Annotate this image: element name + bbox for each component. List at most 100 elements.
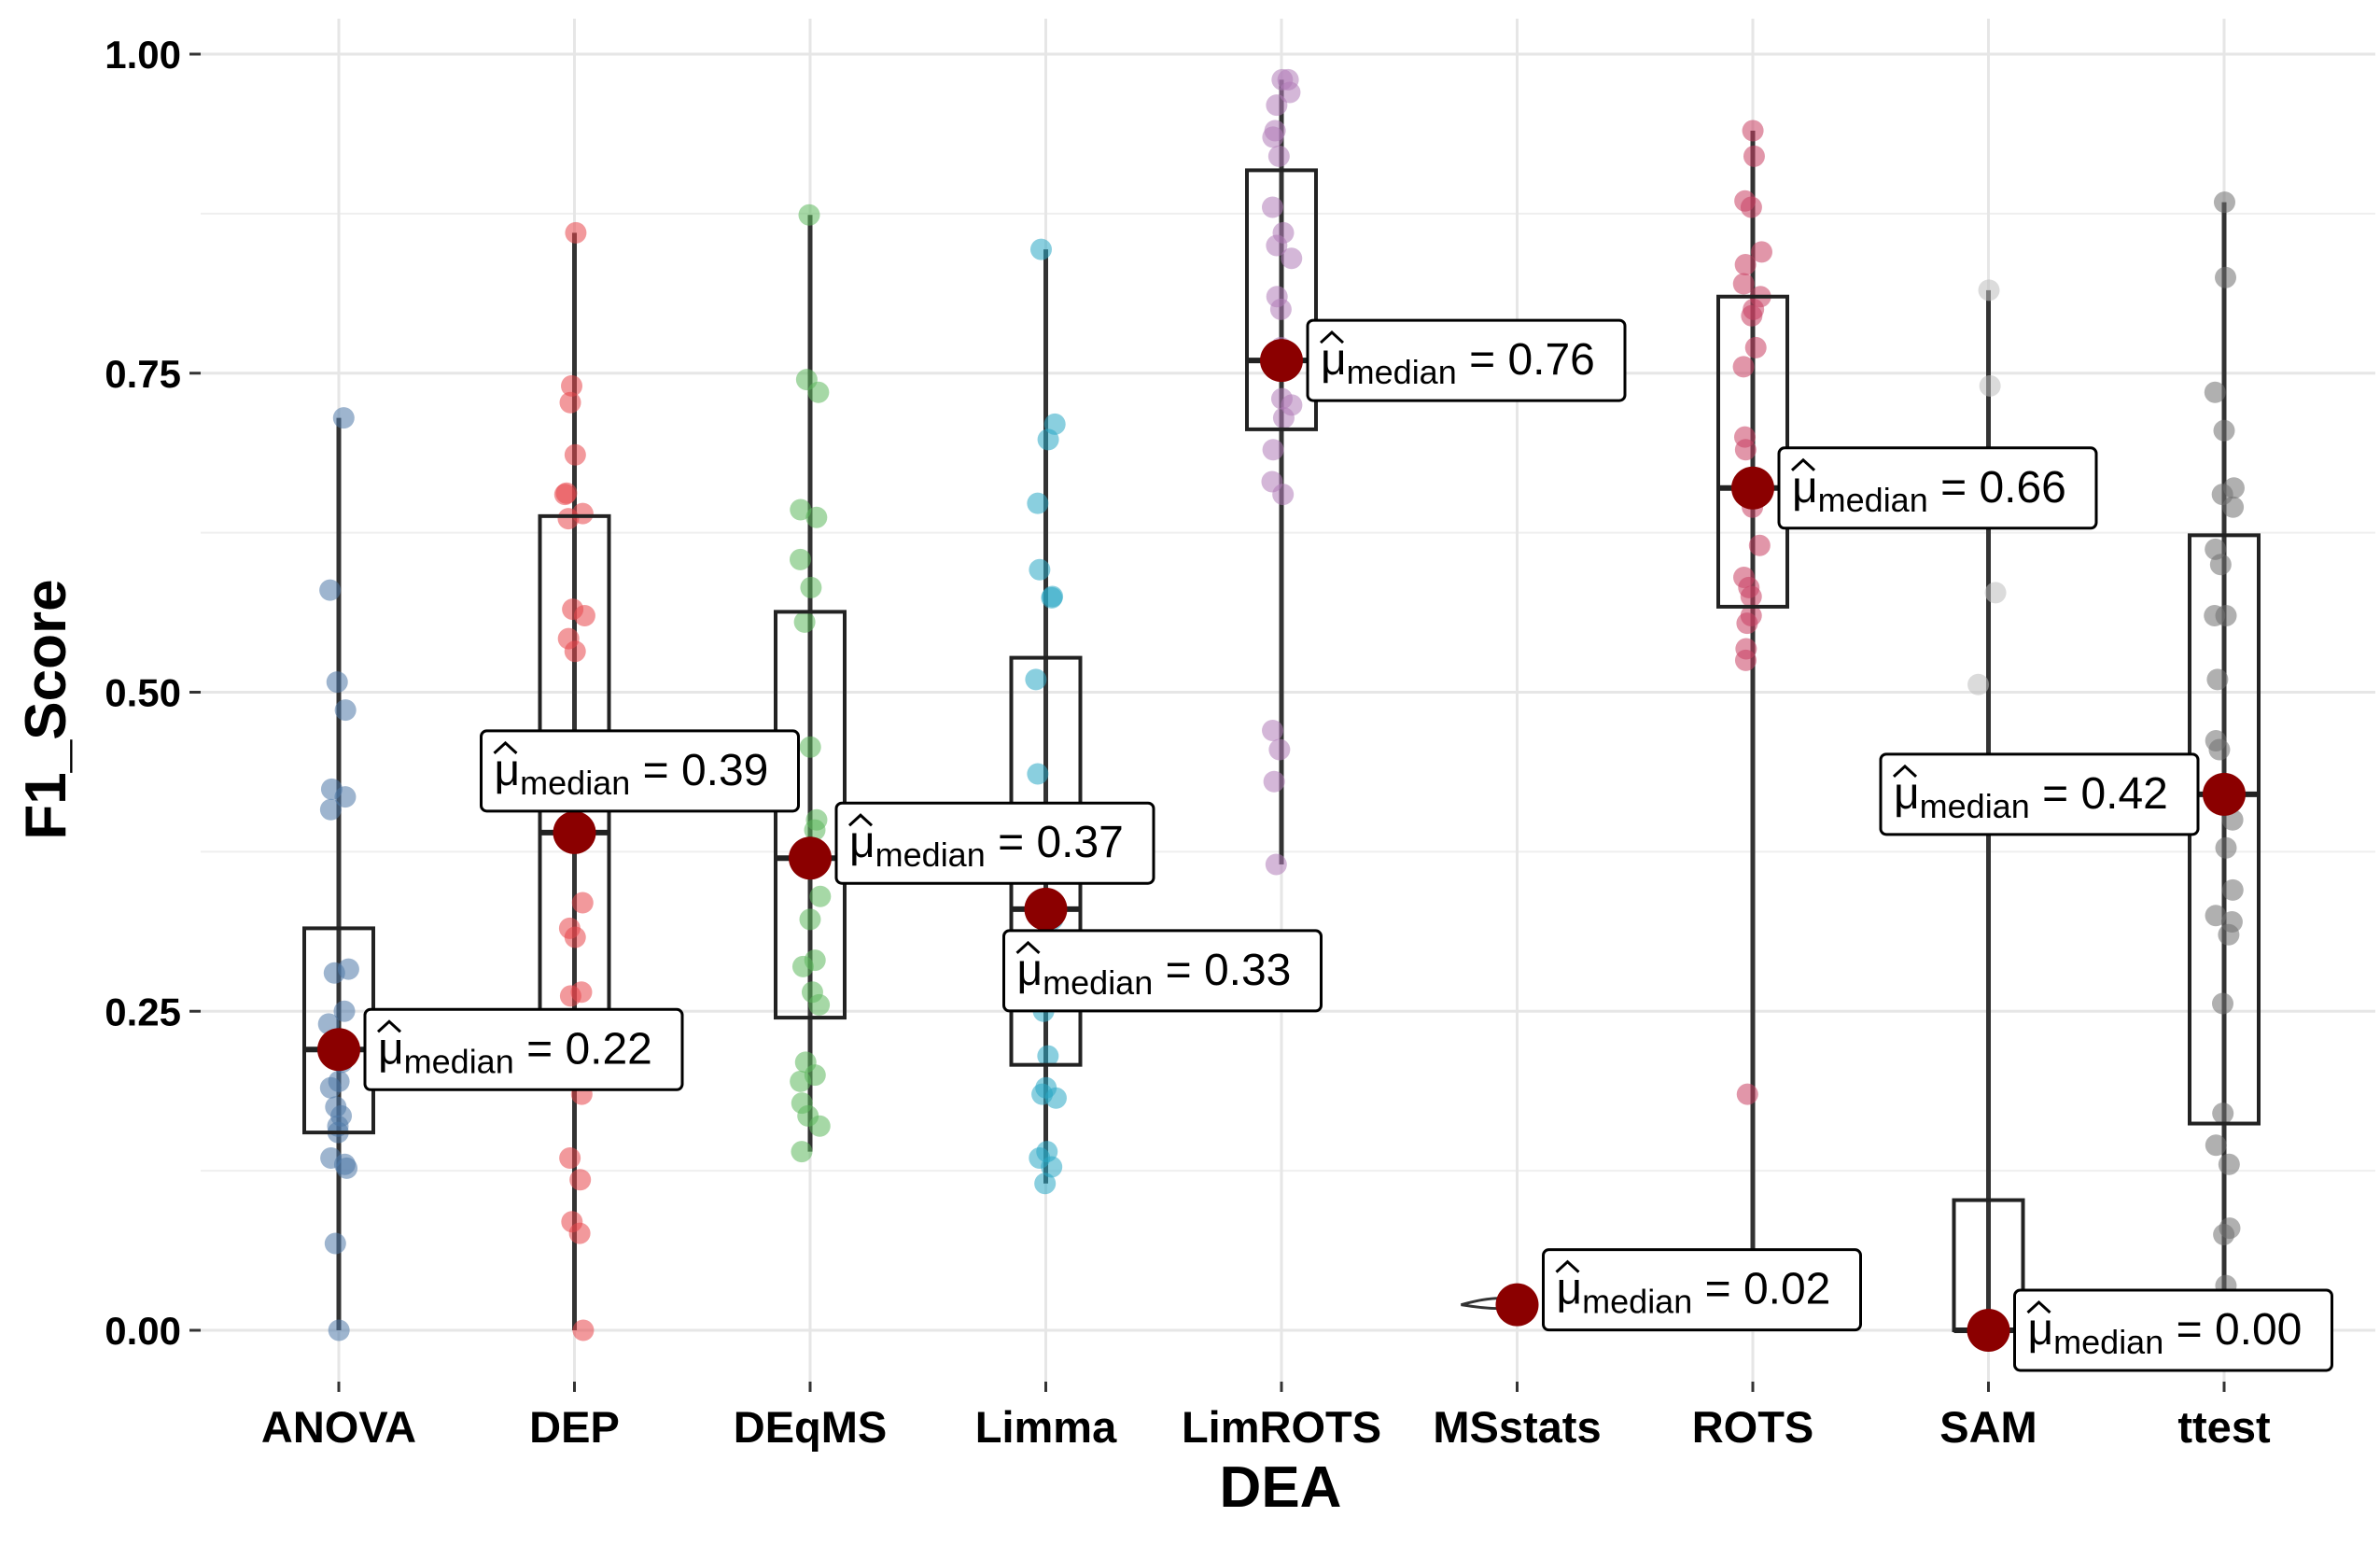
median-label-box — [2013, 1288, 2333, 1372]
y-tick-label: 0.00 — [105, 1309, 181, 1353]
data-point — [326, 671, 348, 694]
median-label: μmedian = 0.76 — [1306, 318, 1627, 402]
y-axis-title: F1_Score — [14, 579, 78, 839]
x-axis-title: DEA — [1220, 1455, 1342, 1520]
data-point — [328, 1319, 350, 1341]
data-point — [809, 885, 832, 907]
data-point — [1037, 1045, 1059, 1067]
data-point — [573, 604, 595, 626]
x-tick-label: ROTS — [1692, 1402, 1814, 1452]
hat-mark — [1892, 764, 1918, 778]
data-point — [334, 699, 357, 722]
data-point — [1044, 1087, 1067, 1109]
x-tick-label: ANOVA — [261, 1402, 416, 1452]
data-point — [807, 381, 830, 403]
data-point — [1967, 673, 1990, 695]
data-point — [1261, 196, 1283, 218]
data-point — [2215, 604, 2237, 626]
data-point — [790, 499, 812, 521]
median-label-box — [834, 801, 1155, 885]
median-point — [2203, 772, 2246, 816]
median-layer — [317, 339, 2246, 1352]
data-point — [319, 1076, 342, 1099]
data-point — [1281, 247, 1303, 270]
data-point — [319, 798, 342, 821]
data-point — [1034, 1173, 1057, 1195]
hat-mark — [1015, 940, 1041, 954]
data-point — [1741, 304, 1763, 327]
median-label: μmedian = 0.22 — [363, 1007, 684, 1091]
data-point — [2211, 992, 2233, 1015]
median-label: μmedian = 0.42 — [1879, 752, 2200, 836]
hat-mark — [376, 1019, 402, 1033]
data-point — [799, 736, 821, 758]
data-point — [2208, 738, 2231, 761]
median-label: μmedian = 0.37 — [834, 801, 1155, 885]
data-point — [2218, 923, 2240, 946]
y-tick-label: 0.50 — [105, 671, 181, 715]
y-tick-label: 0.25 — [105, 990, 181, 1033]
data-point — [1740, 585, 1762, 608]
median-label-text: μmedian = 0.42 — [1894, 769, 2168, 825]
data-point — [1041, 1156, 1063, 1178]
data-point — [1041, 586, 1063, 609]
data-point — [1262, 439, 1284, 461]
data-point — [1027, 763, 1049, 785]
data-point — [2204, 381, 2226, 403]
data-point — [793, 611, 816, 633]
data-point — [324, 1232, 346, 1255]
data-point — [1744, 336, 1767, 358]
median-point — [1024, 887, 1068, 931]
data-point — [2213, 1223, 2235, 1245]
data-point — [1742, 119, 1764, 142]
data-point — [1029, 558, 1051, 581]
data-point — [2212, 1103, 2234, 1125]
data-point — [1734, 649, 1757, 671]
median-label-text: μmedian = 0.76 — [1321, 335, 1595, 391]
data-point — [334, 786, 357, 808]
data-point — [1734, 254, 1757, 276]
data-point — [1743, 145, 1765, 167]
hat-mark — [493, 740, 518, 754]
data-point — [332, 407, 355, 429]
y-tick-label: 1.00 — [105, 33, 181, 77]
data-point — [557, 508, 580, 530]
data-point — [1266, 234, 1288, 257]
data-point — [323, 962, 345, 984]
median-point — [1260, 339, 1303, 383]
data-point — [791, 1141, 813, 1163]
median-label-text: μmedian = 0.37 — [849, 818, 1124, 874]
label-layer: μmedian = 0.22 μmedian = 0.39 μmedian = 0.… — [363, 318, 2333, 1372]
data-point — [789, 548, 811, 570]
data-point — [1262, 126, 1284, 148]
median-label-box — [480, 729, 800, 813]
data-point — [559, 1146, 581, 1169]
data-point — [1750, 241, 1772, 263]
data-point — [2215, 836, 2237, 859]
hat-mark — [1319, 330, 1345, 344]
median-label: μmedian = 0.02 — [1542, 1248, 1862, 1332]
data-point — [1736, 1083, 1758, 1105]
data-point — [1272, 407, 1295, 429]
median-point — [789, 836, 832, 880]
median-label-text: μmedian = 0.66 — [1792, 463, 2066, 519]
x-tick-label: MSstats — [1433, 1402, 1601, 1452]
data-point — [1732, 356, 1755, 378]
median-label: μmedian = 0.66 — [1777, 446, 2098, 530]
data-point — [800, 576, 822, 598]
data-point — [2205, 1134, 2227, 1157]
data-point — [2218, 1153, 2240, 1175]
data-point — [799, 908, 821, 931]
data-point — [564, 926, 586, 948]
data-point — [572, 1319, 595, 1341]
data-point — [564, 640, 586, 663]
median-label-box — [1002, 929, 1323, 1013]
data-point — [1029, 238, 1052, 260]
grid-layer — [201, 19, 2375, 1382]
data-point — [1748, 534, 1771, 556]
x-tick-label: ttest — [2177, 1402, 2271, 1452]
data-point — [559, 391, 581, 414]
median-label: μmedian = 0.33 — [1002, 929, 1323, 1013]
